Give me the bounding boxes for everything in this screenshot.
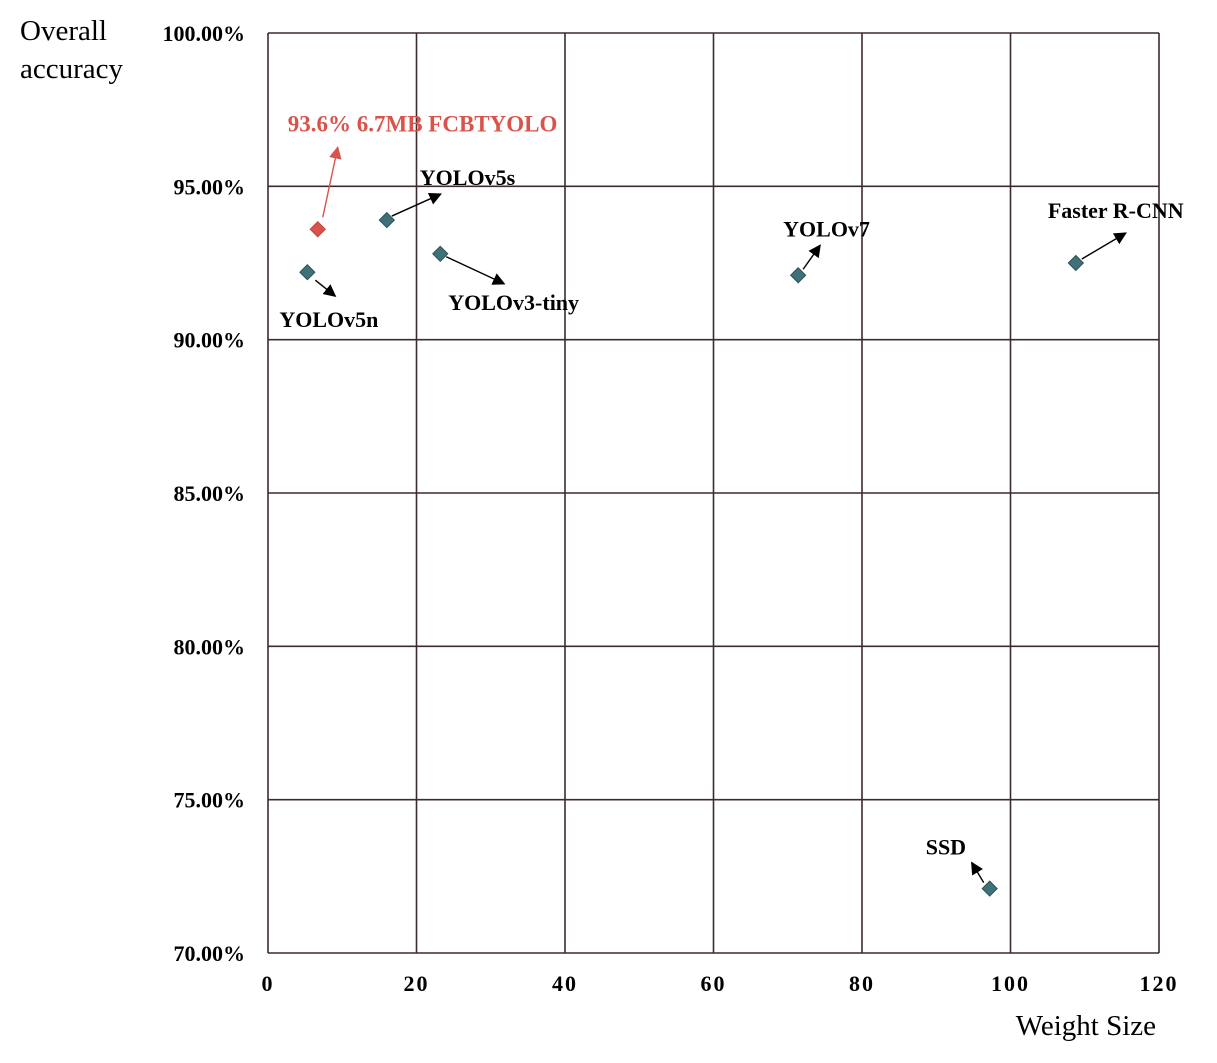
x-axis-label: Weight Size <box>1016 1010 1156 1042</box>
label-arrow <box>314 279 337 297</box>
x-tick-label: 60 <box>701 971 727 996</box>
x-tick-labels: 0 20 40 60 80 100 120 <box>262 971 1179 996</box>
data-point-label: Faster R-CNN <box>1048 198 1184 223</box>
y-axis-label-line-1: Overall <box>20 15 107 47</box>
x-tick-label: 120 <box>1140 971 1179 996</box>
x-tick-label: 40 <box>552 971 578 996</box>
data-point-label: YOLOv3-tiny <box>448 290 579 315</box>
data-points <box>299 211 1085 897</box>
y-tick-label: 90.00% <box>174 328 246 353</box>
data-point-marker <box>378 211 396 229</box>
data-point-marker <box>981 880 998 897</box>
y-tick-label: 100.00% <box>163 21 246 46</box>
label-arrow <box>802 244 821 270</box>
x-tick-label: 100 <box>991 971 1030 996</box>
y-tick-label: 75.00% <box>174 788 246 813</box>
label-arrow <box>445 256 506 285</box>
data-point-label: YOLOv7 <box>783 216 870 241</box>
label-arrow <box>322 146 342 218</box>
y-tick-label: 95.00% <box>174 174 246 199</box>
data-point-label: YOLOv5s <box>420 165 516 190</box>
data-point-marker <box>789 267 807 284</box>
data-point-label: 93.6% 6.7MB FCBTYOLO <box>288 111 558 136</box>
grid-lines <box>267 32 1160 954</box>
y-tick-label: 80.00% <box>174 634 246 659</box>
data-point-marker <box>432 245 449 263</box>
x-tick-label: 80 <box>849 971 875 996</box>
data-point-label: SSD <box>926 835 966 860</box>
label-arrow <box>971 861 985 883</box>
y-tick-label: 70.00% <box>174 941 246 966</box>
label-arrow <box>391 192 442 217</box>
x-tick-label: 0 <box>262 971 275 996</box>
y-tick-label: 85.00% <box>174 481 246 506</box>
point-labels: YOLOv5n 93.6% 6.7MB FCBTYOLO YOLOv5s YOLOv3… <box>279 111 1183 859</box>
y-axis-label-line-2: accuracy <box>20 53 124 85</box>
y-tick-labels: 70.00% 75.00% 80.00% 85.00% 90.00% 95.00% 100.… <box>163 21 246 966</box>
x-tick-label: 20 <box>404 971 430 996</box>
data-point-marker <box>309 221 326 238</box>
data-point-label: YOLOv5n <box>279 307 378 332</box>
data-point-marker <box>299 263 316 281</box>
label-arrows <box>314 146 1127 883</box>
data-point-marker <box>1067 254 1085 272</box>
label-arrow <box>1081 232 1127 260</box>
